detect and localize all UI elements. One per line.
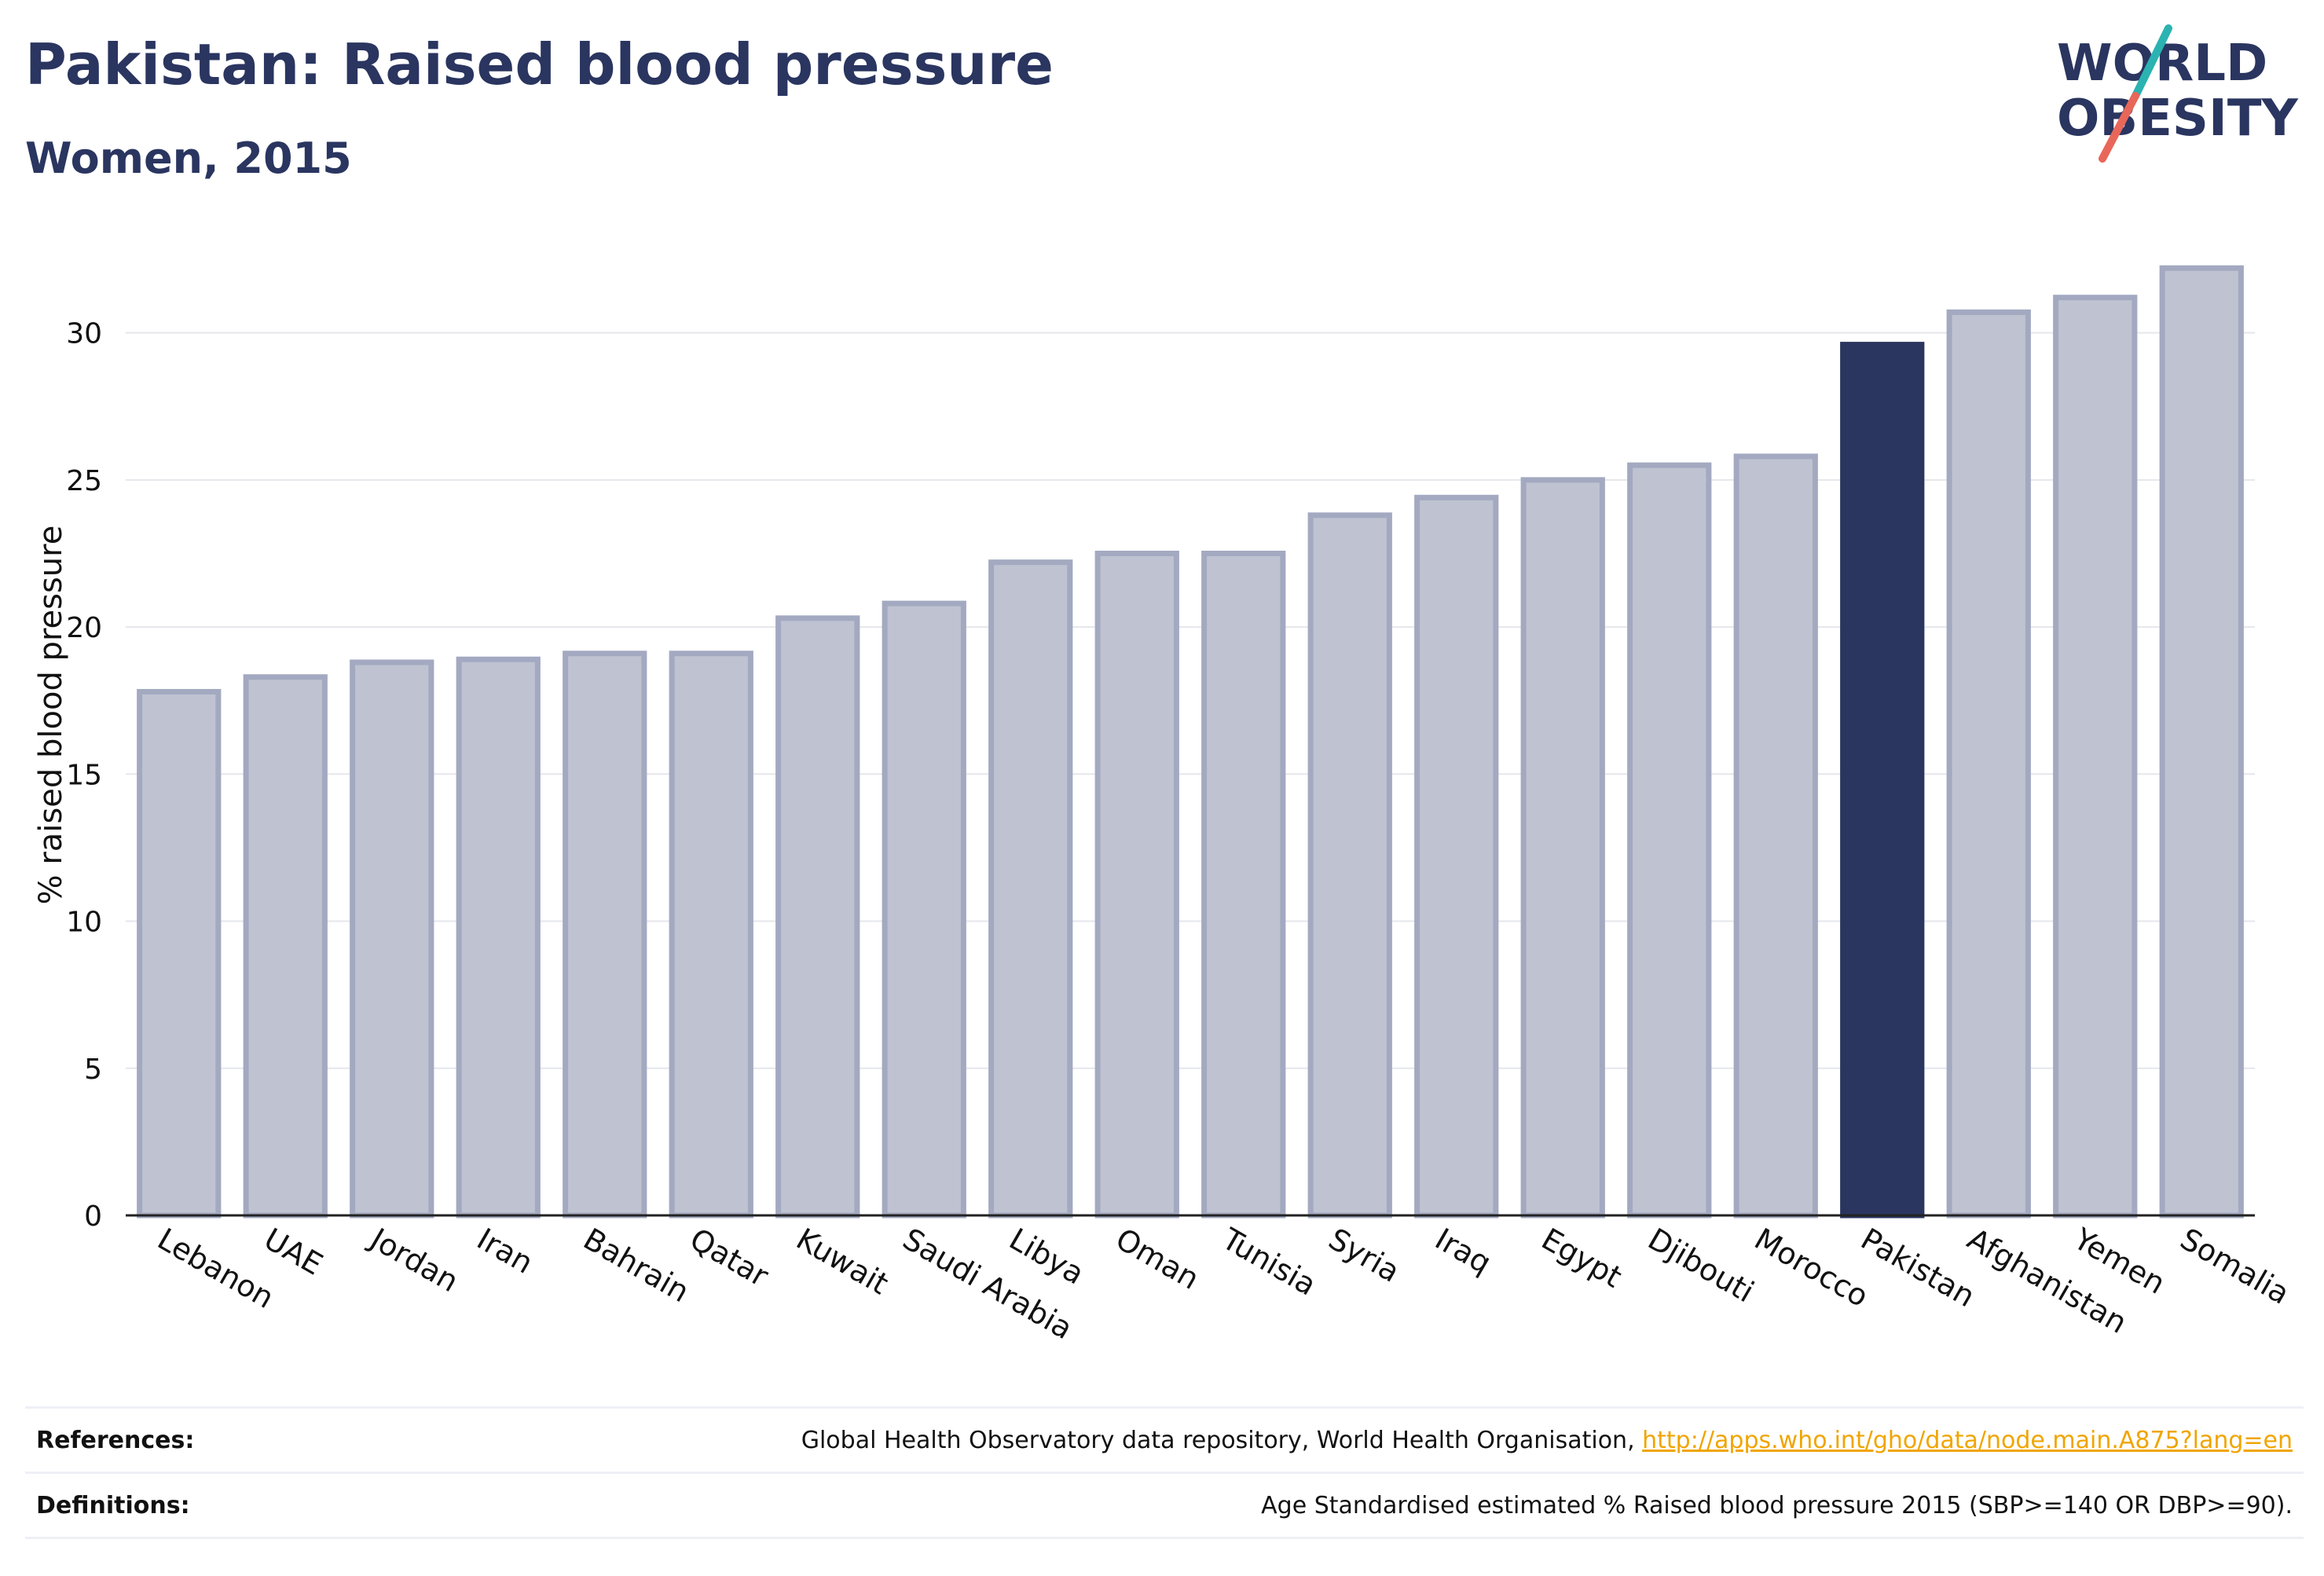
- y-tick-label: 30: [66, 318, 102, 350]
- bar-morocco: [1733, 453, 1818, 1219]
- x-tick-label: UAE: [258, 1222, 328, 1282]
- bars: [137, 265, 2244, 1219]
- x-tick-label: Djibouti: [1642, 1222, 1760, 1310]
- logo-slash-teal: [2132, 24, 2172, 100]
- bar-iran: [456, 656, 541, 1219]
- bar-somalia: [2159, 265, 2244, 1219]
- bar-iraq: [1414, 494, 1499, 1219]
- x-tick-label: Egypt: [1536, 1222, 1628, 1295]
- x-tick-label: Oman: [1110, 1222, 1205, 1296]
- bar-qatar: [669, 651, 753, 1219]
- logo-text-obesity: OBESITY: [2057, 90, 2298, 148]
- bar-syria: [1307, 512, 1392, 1219]
- bar-jordan: [350, 659, 434, 1219]
- x-tick-label: Kuwait: [790, 1222, 894, 1302]
- x-tick-label: Jordan: [364, 1221, 464, 1299]
- bar-uae: [243, 674, 328, 1219]
- x-tick-label: Syria: [1323, 1222, 1406, 1289]
- bar-yemen: [2053, 295, 2138, 1219]
- bar-afghanistan: [1946, 309, 2031, 1219]
- bar-tunisia: [1201, 550, 1286, 1219]
- x-tick-label: Lebanon: [152, 1222, 280, 1315]
- y-tick-label: 0: [84, 1200, 102, 1233]
- definitions-row: Definitions: Age Standardised estimated …: [25, 1472, 2304, 1539]
- world-obesity-logo: WORLD OBESITY: [2057, 24, 2298, 163]
- y-tick-label: 25: [66, 465, 102, 497]
- definitions-text: Age Standardised estimated % Raised bloo…: [1261, 1491, 2293, 1519]
- references-value: Global Health Observatory data repositor…: [801, 1427, 2304, 1454]
- bar-djibouti: [1627, 462, 1712, 1219]
- y-tick-label: 15: [66, 759, 102, 791]
- x-tick-label: Iran: [471, 1222, 539, 1281]
- y-axis-title: % raised blood pressure: [33, 526, 69, 905]
- x-tick-label: Pakistan: [1855, 1222, 1981, 1314]
- definitions-label: Definitions:: [36, 1491, 190, 1519]
- references-text: Global Health Observatory data repositor…: [801, 1426, 1643, 1454]
- y-tick-label: 10: [66, 907, 102, 939]
- x-tick-label: Somalia: [2175, 1222, 2296, 1311]
- x-tick-label: Tunisia: [1215, 1221, 1321, 1303]
- bar-oman: [1094, 550, 1179, 1219]
- bar-bahrain: [563, 651, 647, 1219]
- references-row: References: Global Health Observatory da…: [25, 1406, 2304, 1472]
- references-label: References:: [36, 1426, 195, 1454]
- bar-saudi-arabia: [882, 600, 966, 1219]
- chart-title: Pakistan: Raised blood pressure: [25, 31, 1054, 97]
- bar-libya: [988, 559, 1073, 1219]
- x-tick-label: Bahrain: [577, 1222, 695, 1310]
- chart-subtitle: Women, 2015: [25, 134, 352, 183]
- references-link[interactable]: http://apps.who.int/gho/data/node.main.A…: [1642, 1426, 2293, 1454]
- y-tick-label: 5: [84, 1054, 102, 1086]
- bar-kuwait: [775, 615, 860, 1219]
- footer: References: Global Health Observatory da…: [25, 1406, 2304, 1539]
- x-tick-label: Qatar: [684, 1222, 775, 1294]
- bar-lebanon: [137, 688, 222, 1219]
- gridlines: [126, 332, 2255, 1069]
- bar-egypt: [1520, 477, 1605, 1219]
- bar-pakistan: [1840, 342, 1925, 1219]
- y-tick-labels: 0 5 10 15 20 25 30: [66, 318, 102, 1233]
- x-tick-label: Morocco: [1749, 1222, 1875, 1314]
- y-tick-label: 20: [66, 612, 102, 644]
- x-tick-label: Iraq: [1429, 1222, 1497, 1281]
- logo-slash-coral: [2099, 92, 2139, 163]
